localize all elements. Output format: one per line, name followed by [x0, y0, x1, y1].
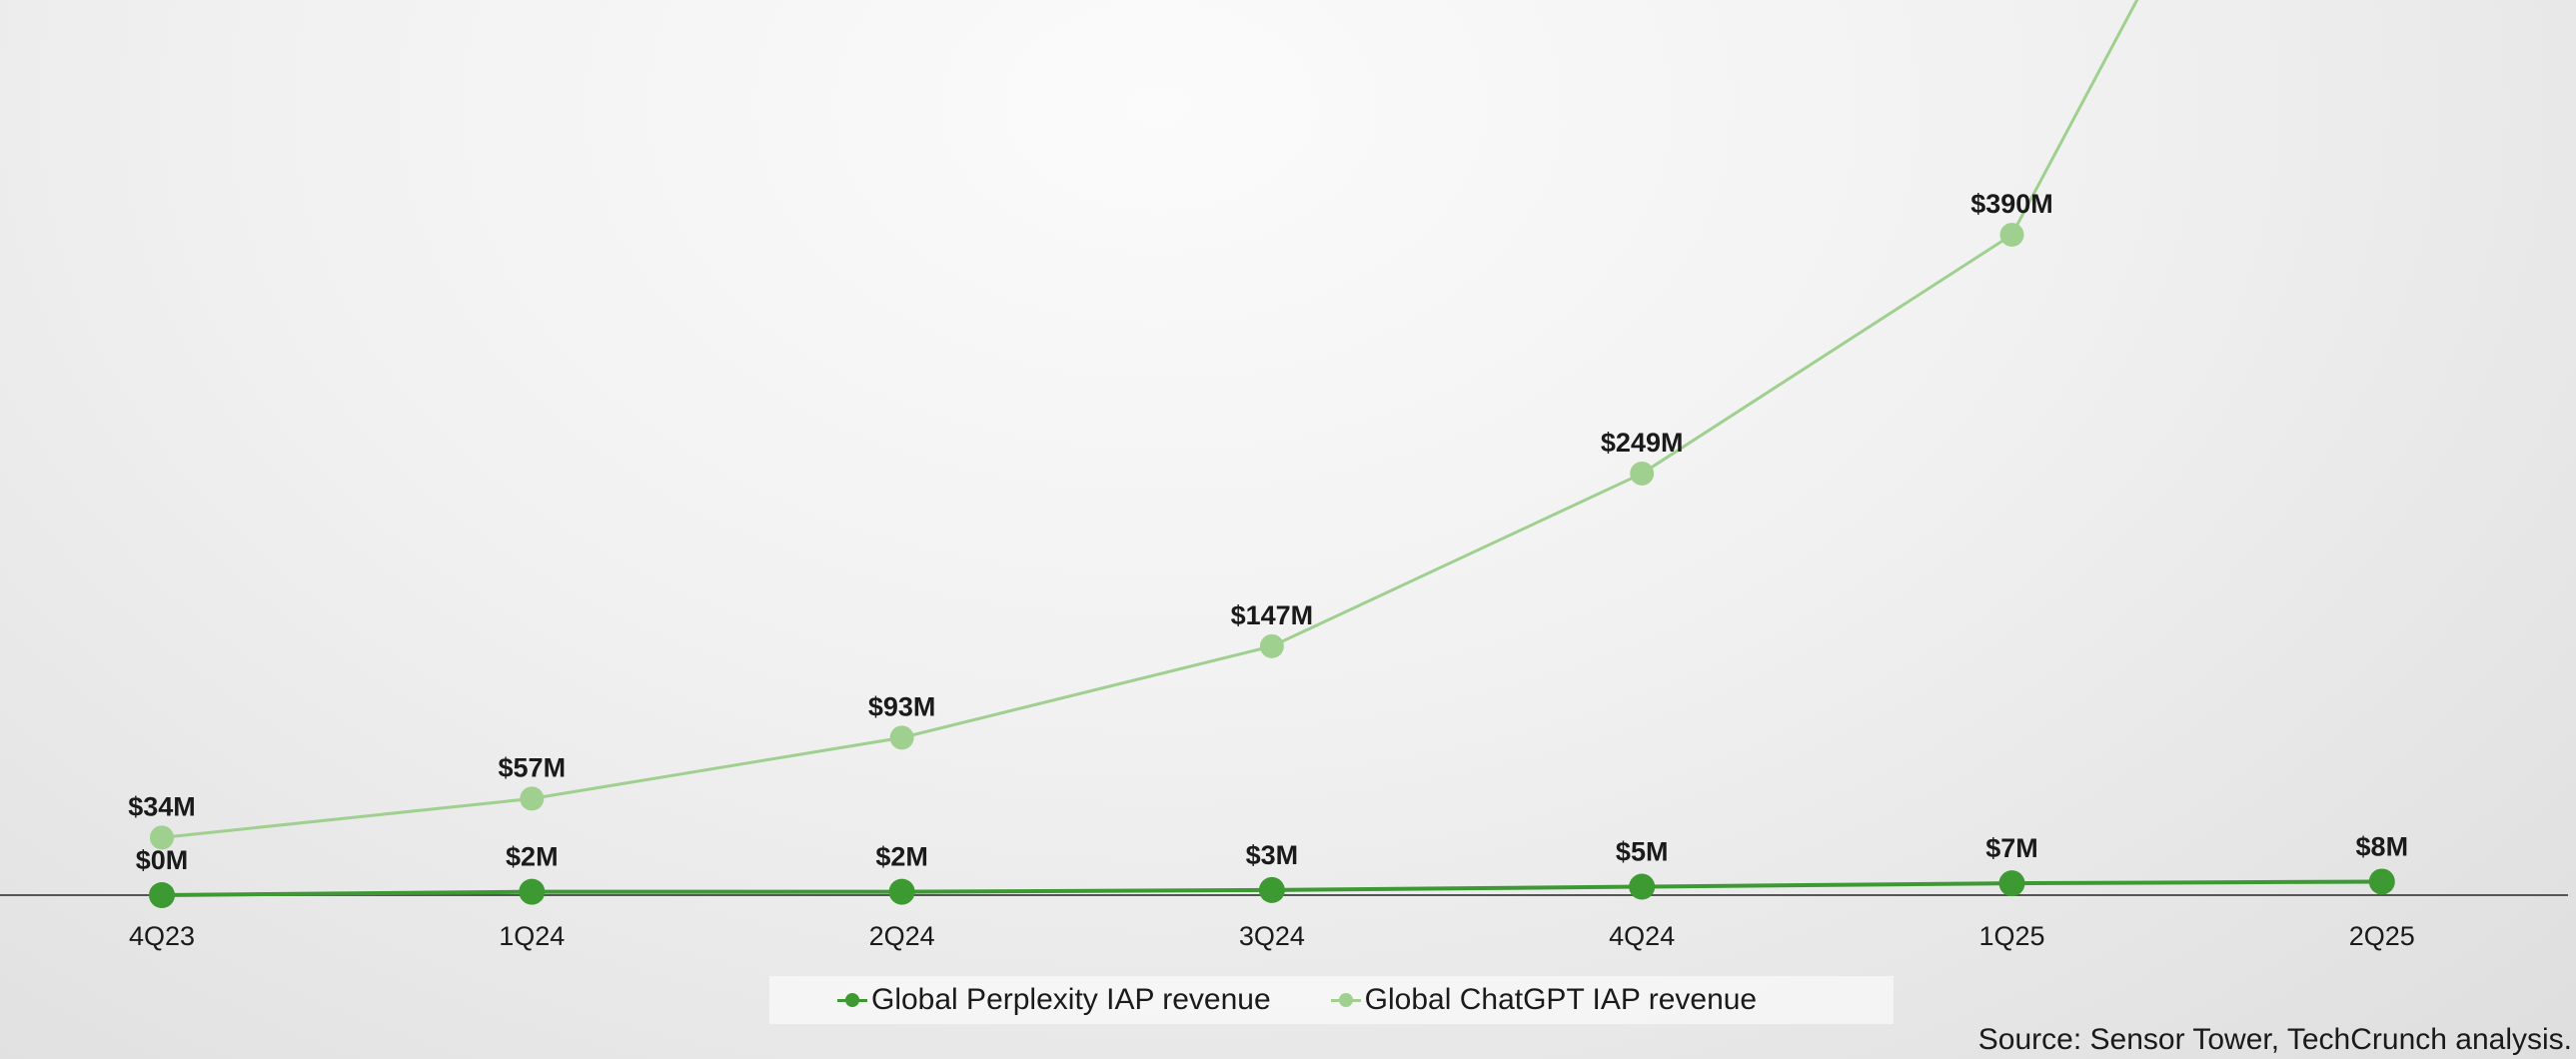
data-label-chatgpt-1q24: $57M	[499, 752, 567, 782]
x-tick-label-1q24: 1Q24	[499, 921, 565, 951]
source-note: Source: Sensor Tower, TechCrunch analysi…	[1977, 1023, 2572, 1056]
data-label-perplexity-4q23: $0M	[136, 845, 189, 875]
data-point-chatgpt-4q23	[150, 825, 174, 850]
data-label-perplexity-2q25: $8M	[2356, 831, 2409, 861]
data-point-perplexity-1q24	[519, 878, 546, 905]
data-label-chatgpt-4q24: $249M	[1601, 428, 1684, 458]
data-point-perplexity-2q24	[888, 878, 915, 905]
legend-swatch-perplexity	[837, 990, 867, 1010]
data-point-perplexity-3q24	[1258, 876, 1285, 903]
series-layer	[149, 0, 2395, 908]
x-tick-label-2q25: 2Q25	[2349, 921, 2415, 951]
x-tick-label-4q24: 4Q24	[1609, 921, 1675, 951]
x-tick-label-4q23: 4Q23	[129, 921, 195, 951]
data-point-chatgpt-2q24	[889, 725, 914, 750]
data-point-chatgpt-3q24	[1259, 633, 1284, 658]
data-label-chatgpt-4q23: $34M	[128, 791, 196, 821]
data-point-perplexity-1q25	[1998, 870, 2025, 897]
data-label-perplexity-2q24: $2M	[875, 842, 928, 872]
legend: Global Perplexity IAP revenue Global Cha…	[769, 976, 1894, 1024]
data-point-chatgpt-4q24	[1630, 461, 1655, 486]
x-tick-label-2q24: 2Q24	[869, 921, 935, 951]
legend-item-chatgpt: Global ChatGPT IAP revenue	[1330, 983, 1758, 1017]
data-labels-layer: $0M $2M $2M $3M $5M $7M $8M $34M $57M $93M $147M $2…	[128, 189, 2408, 875]
legend-swatch-chatgpt	[1330, 990, 1361, 1010]
data-point-chatgpt-1q25	[1999, 222, 2024, 247]
data-label-chatgpt-2q24: $93M	[868, 691, 936, 721]
data-point-perplexity-4q23	[149, 882, 175, 908]
x-axis-ticks: 4Q23 1Q24 2Q24 3Q24 4Q24 1Q25 2Q25	[129, 921, 2415, 951]
data-label-perplexity-3q24: $3M	[1246, 840, 1299, 870]
data-label-perplexity-1q25: $7M	[1985, 833, 2038, 863]
data-label-chatgpt-3q24: $147M	[1231, 600, 1314, 630]
data-label-perplexity-1q24: $2M	[506, 842, 559, 872]
data-point-chatgpt-1q24	[520, 786, 545, 811]
data-point-perplexity-2q25	[2368, 868, 2395, 895]
legend-label-chatgpt: Global ChatGPT IAP revenue	[1364, 983, 1758, 1016]
series-line-chatgpt	[161, 0, 2139, 839]
legend-label-perplexity: Global Perplexity IAP revenue	[871, 983, 1271, 1016]
legend-item-perplexity: Global Perplexity IAP revenue	[837, 983, 1271, 1017]
x-tick-label-1q25: 1Q25	[1978, 921, 2044, 951]
data-label-perplexity-4q24: $5M	[1616, 837, 1669, 867]
data-label-chatgpt-1q25: $390M	[1970, 189, 2053, 219]
data-point-perplexity-4q24	[1629, 873, 1656, 900]
x-tick-label-3q24: 3Q24	[1239, 921, 1305, 951]
